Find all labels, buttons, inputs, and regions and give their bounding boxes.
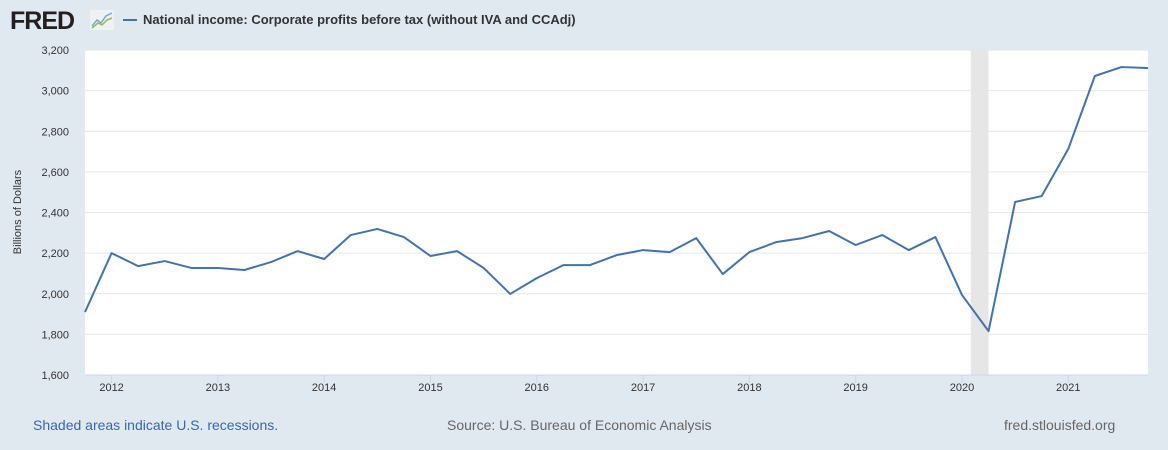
y-tick-label: 2,000 <box>41 289 69 301</box>
series-line <box>84 66 1149 333</box>
y-axis-label: Billions of Dollars <box>12 169 24 254</box>
y-tick-label: 3,200 <box>41 45 69 57</box>
x-tick-label: 2015 <box>418 382 442 394</box>
fred-logo[interactable]: FRED <box>10 7 75 35</box>
y-tick-label: 1,600 <box>41 370 69 382</box>
x-tick-label: 2014 <box>312 382 336 394</box>
x-tick-label: 2013 <box>206 382 230 394</box>
x-tick-label: 2012 <box>99 382 123 394</box>
y-tick-label: 2,800 <box>41 126 69 138</box>
x-tick-label: 2019 <box>843 382 867 394</box>
site-link[interactable]: fred.stlouisfed.org <box>1004 417 1116 433</box>
source-note: Source: U.S. Bureau of Economic Analysis <box>447 417 712 433</box>
y-tick-label: 2,200 <box>41 248 69 260</box>
y-tick-label: 2,600 <box>41 167 69 179</box>
fred-logo-graph-icon <box>90 10 114 30</box>
recession-note: Shaded areas indicate U.S. recessions. <box>33 417 279 433</box>
x-tick-label: 2021 <box>1056 382 1080 394</box>
legend-label: National income: Corporate profits befor… <box>143 12 576 27</box>
x-tick-label: 2016 <box>525 382 549 394</box>
y-tick-label: 3,000 <box>41 86 69 98</box>
y-tick-label: 1,800 <box>41 329 69 341</box>
x-tick-label: 2020 <box>950 382 974 394</box>
x-tick-label: 2017 <box>631 382 655 394</box>
x-tick-label: 2018 <box>737 382 761 394</box>
y-tick-label: 2,400 <box>41 208 69 220</box>
chart-svg: 1,600 1,800 2,000 2,200 2,400 2,600 2,800 3,000… <box>12 45 1149 394</box>
legend: National income: Corporate profits befor… <box>123 12 576 27</box>
legend-swatch <box>123 18 137 21</box>
